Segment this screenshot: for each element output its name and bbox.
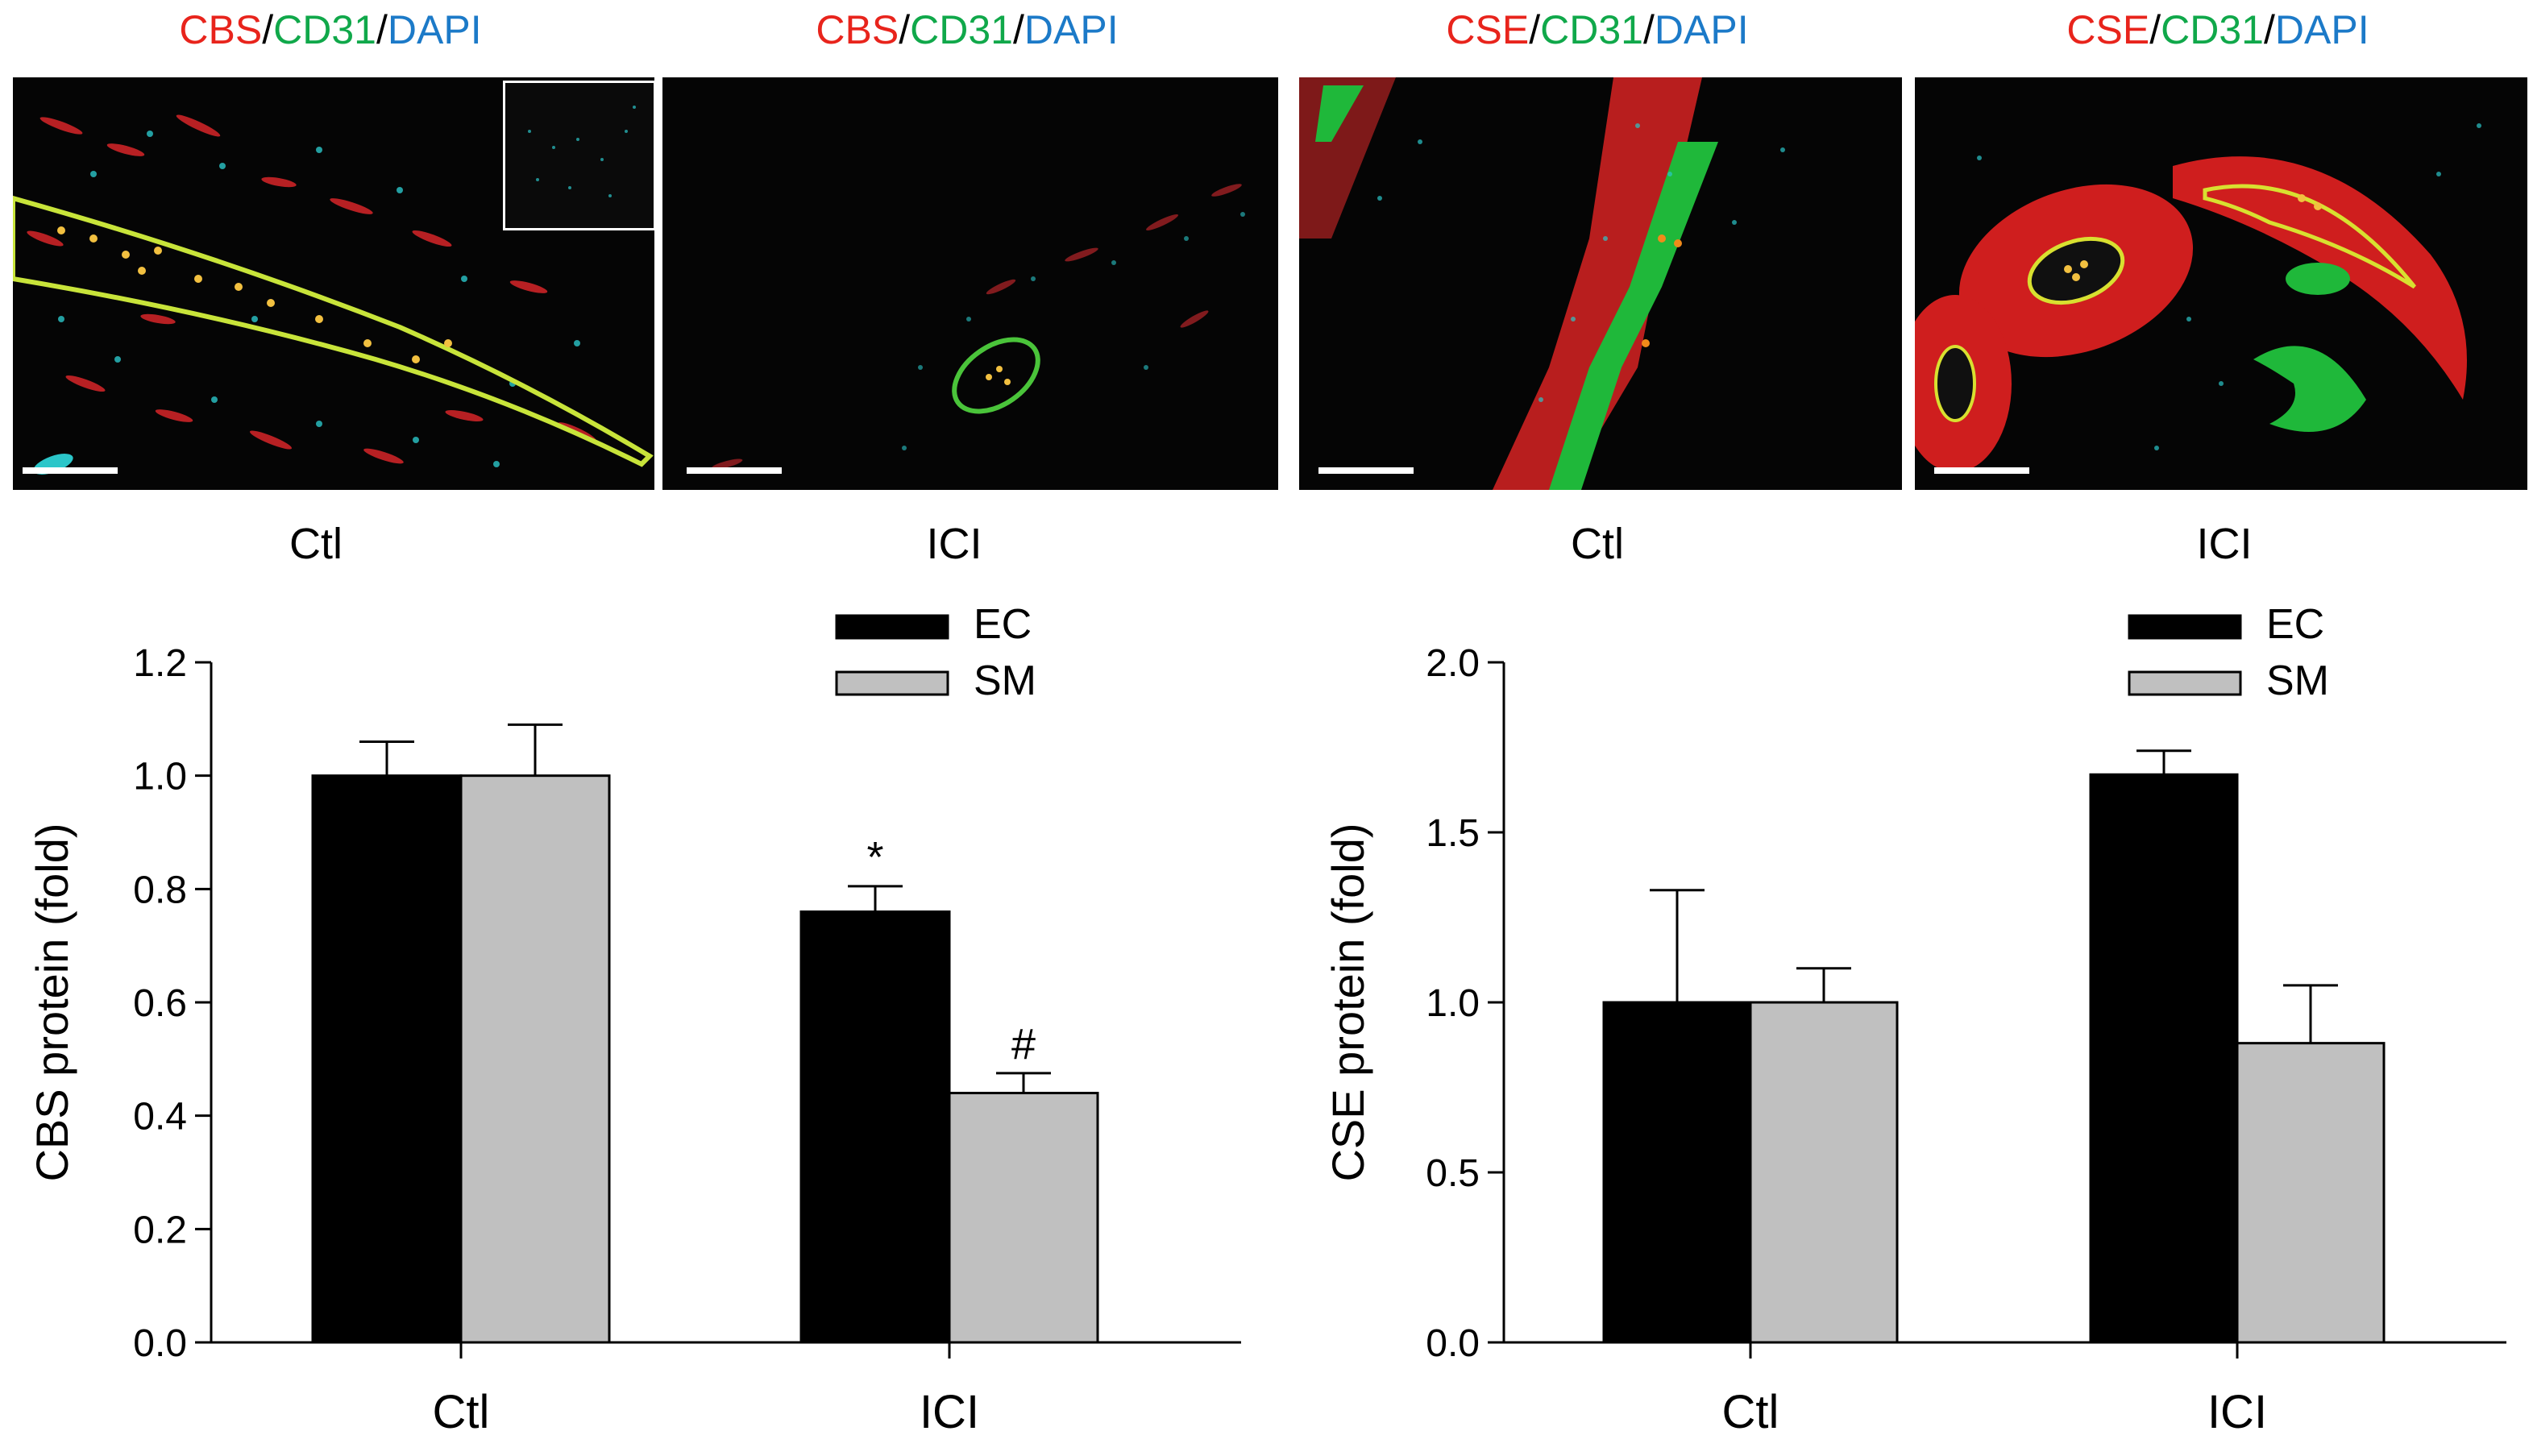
- title-marker: CSE: [2066, 7, 2150, 52]
- x-category-label: ICI: [2207, 1386, 2267, 1438]
- legend-label-sm: SM: [2266, 657, 2329, 704]
- significance-mark: #: [1011, 1020, 1036, 1068]
- y-tick-label: 1.5: [1426, 812, 1480, 855]
- micrograph-image: [13, 114, 654, 475]
- x-category-label: Ctl: [433, 1386, 490, 1438]
- title-dapi: DAPI: [1654, 7, 1749, 52]
- legend-label-ec: EC: [2266, 601, 2324, 648]
- title-cd31: CD31: [1540, 7, 1643, 52]
- micrograph-inset: [503, 81, 654, 230]
- title-dapi: DAPI: [1024, 7, 1119, 52]
- inset-image: [528, 106, 636, 197]
- y-tick-label: 0.6: [133, 982, 187, 1025]
- title-sep: /: [376, 7, 388, 52]
- scale-bar: [1934, 467, 2029, 474]
- y-tick-label: 0.0: [133, 1322, 187, 1365]
- title-dapi: DAPI: [387, 7, 482, 52]
- significance-mark: *: [866, 833, 883, 881]
- bar-ec: [311, 774, 463, 1344]
- legend-swatch-ec: [2128, 614, 2242, 640]
- y-tick-label: 2.0: [1426, 642, 1480, 685]
- bar-sm: [1749, 1001, 1899, 1344]
- micrograph-image: [1299, 77, 1785, 490]
- title-cd31: CD31: [2161, 7, 2264, 52]
- scale-bar: [687, 467, 782, 474]
- x-category-label: Ctl: [1722, 1386, 1779, 1438]
- legend-label-sm: SM: [974, 657, 1036, 704]
- micrograph-image: [711, 184, 1245, 470]
- legend-label-ec: EC: [974, 601, 1032, 648]
- x-category-label: ICI: [920, 1386, 979, 1438]
- y-axis-title: CBS protein (fold): [27, 823, 77, 1181]
- bar-sm: [948, 1092, 1099, 1344]
- title-dapi: DAPI: [2274, 7, 2369, 52]
- bar-sm: [2236, 1042, 2386, 1344]
- title-sep: /: [1012, 7, 1024, 52]
- micrograph-title-3: CSE/CD31/DAPI: [1446, 10, 1748, 50]
- title-cd31: CD31: [910, 7, 1013, 52]
- micrograph-cbs-ici: [662, 77, 1278, 490]
- bar-ec: [799, 910, 951, 1344]
- micrograph-label-4: ICI: [2196, 520, 2253, 568]
- micrograph-cse-ici: [1915, 77, 2527, 490]
- micrograph-title-2: CBS/CD31/DAPI: [816, 10, 1118, 50]
- y-tick-label: 1.2: [133, 642, 187, 685]
- title-marker: CBS: [179, 7, 263, 52]
- title-sep: /: [1529, 7, 1541, 52]
- legend-swatch-sm: [835, 670, 949, 696]
- title-marker: CSE: [1446, 7, 1530, 52]
- y-tick-label: 0.4: [133, 1096, 187, 1139]
- y-tick-label: 0.2: [133, 1209, 187, 1251]
- bar-sm: [459, 774, 611, 1344]
- micrograph-title-4: CSE/CD31/DAPI: [2066, 10, 2369, 50]
- bar-ec: [1602, 1001, 1752, 1344]
- micrograph-cse-ctl: [1299, 77, 1902, 490]
- micrograph-cbs-ctl: [13, 77, 654, 490]
- micrograph-title-1: CBS/CD31/DAPI: [179, 10, 481, 50]
- title-sep: /: [1642, 7, 1655, 52]
- title-sep: /: [2263, 7, 2275, 52]
- y-tick-label: 1.0: [1426, 982, 1480, 1025]
- y-tick-label: 1.0: [133, 756, 187, 799]
- micrograph-label-3: Ctl: [1571, 520, 1624, 568]
- title-marker: CBS: [816, 7, 899, 52]
- title-sep: /: [2149, 7, 2161, 52]
- legend-swatch-ec: [835, 614, 949, 640]
- micrograph-label-1: Ctl: [289, 520, 343, 568]
- y-tick-label: 0.8: [133, 869, 187, 911]
- title-sep: /: [899, 7, 911, 52]
- micrograph-label-2: ICI: [926, 520, 982, 568]
- scale-bar: [1318, 467, 1414, 474]
- scale-bar: [23, 467, 118, 474]
- micrograph-image: [1915, 123, 2481, 472]
- y-tick-label: 0.0: [1426, 1322, 1480, 1365]
- y-tick-label: 0.5: [1426, 1152, 1480, 1195]
- title-cd31: CD31: [273, 7, 376, 52]
- bar-ec: [2089, 773, 2239, 1344]
- title-sep: /: [262, 7, 274, 52]
- legend-swatch-sm: [2128, 670, 2242, 696]
- y-axis-title: CSE protein (fold): [1323, 823, 1373, 1181]
